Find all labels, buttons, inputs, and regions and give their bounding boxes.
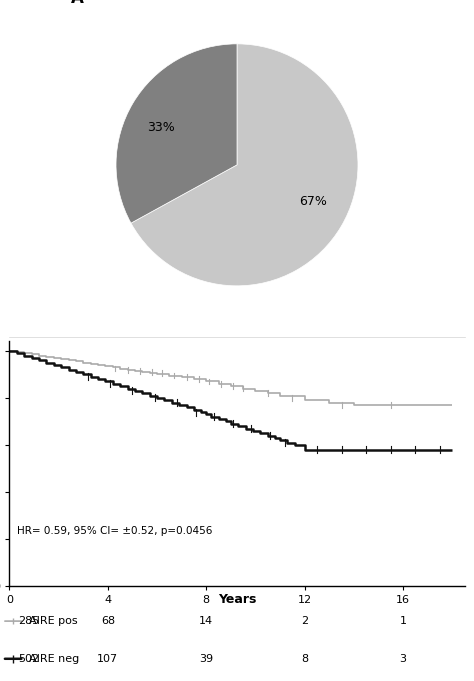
Text: 67%: 67%	[300, 195, 328, 208]
Text: 285: 285	[18, 616, 40, 626]
Wedge shape	[131, 44, 358, 286]
Wedge shape	[116, 44, 237, 223]
Text: HR= 0.59, 95% CI= ±0.52, p=0.0456: HR= 0.59, 95% CI= ±0.52, p=0.0456	[17, 526, 212, 537]
Text: AIRE neg: AIRE neg	[29, 654, 80, 664]
Text: 502: 502	[18, 654, 40, 664]
Text: Years: Years	[218, 593, 256, 606]
Text: 3: 3	[400, 654, 407, 664]
Text: 8: 8	[301, 654, 308, 664]
Text: 2: 2	[301, 616, 308, 626]
Legend: AIRE expressing cases (all detectable signals, n=346), AIRE no expressing cases : AIRE expressing cases (all detectable si…	[98, 353, 376, 378]
Text: 33%: 33%	[147, 121, 174, 134]
Text: 14: 14	[199, 616, 213, 626]
Text: AIRE pos: AIRE pos	[29, 616, 78, 626]
Text: A: A	[71, 0, 83, 7]
Text: 68: 68	[101, 616, 115, 626]
Text: 1: 1	[400, 616, 407, 626]
Text: 39: 39	[199, 654, 213, 664]
Text: 107: 107	[97, 654, 118, 664]
